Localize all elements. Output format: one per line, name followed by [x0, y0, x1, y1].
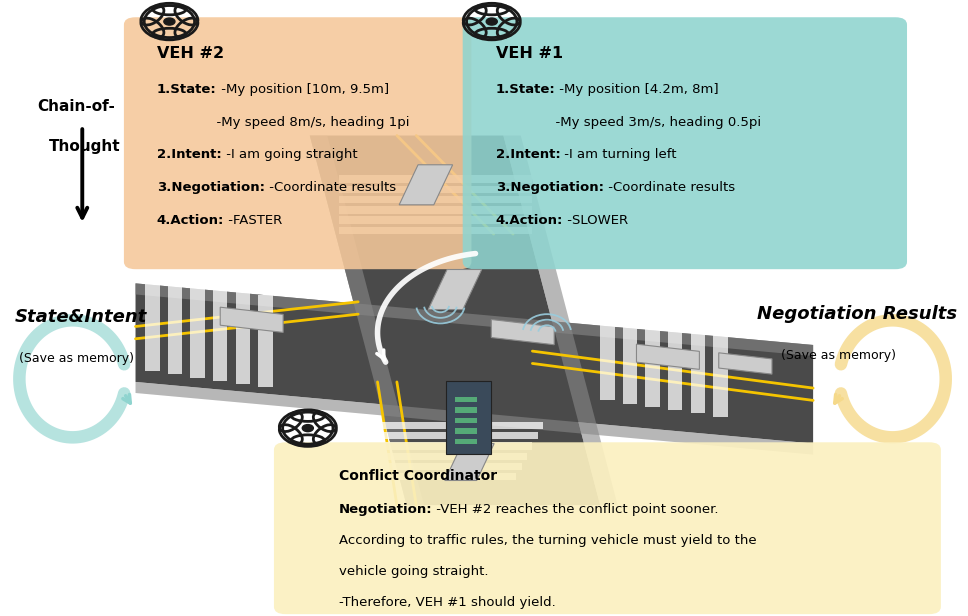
Text: According to traffic rules, the turning vehicle must yield to the: According to traffic rules, the turning … [339, 534, 756, 547]
Polygon shape [668, 318, 682, 410]
Circle shape [164, 18, 175, 25]
FancyBboxPatch shape [446, 381, 491, 454]
Text: Chain-of-: Chain-of- [37, 99, 114, 113]
Polygon shape [310, 136, 424, 505]
Text: State&Intent: State&Intent [15, 308, 147, 326]
Bar [455, 428, 477, 434]
Text: -VEH #2 reaches the conflict point sooner.: -VEH #2 reaches the conflict point soone… [433, 503, 719, 516]
Polygon shape [136, 283, 813, 444]
Text: Conflict Coordinator: Conflict Coordinator [339, 469, 497, 484]
Polygon shape [258, 295, 273, 387]
Circle shape [486, 18, 498, 25]
Text: 2.Intent:: 2.Intent: [157, 148, 222, 161]
Text: -SLOWER: -SLOWER [563, 214, 628, 227]
FancyBboxPatch shape [124, 17, 471, 269]
Polygon shape [191, 285, 205, 378]
Polygon shape [428, 270, 482, 309]
Text: VEH #2: VEH #2 [157, 46, 224, 61]
Polygon shape [136, 283, 813, 356]
Polygon shape [718, 353, 772, 374]
Polygon shape [339, 227, 532, 234]
Text: VEH #1: VEH #1 [496, 46, 562, 61]
Polygon shape [340, 422, 543, 429]
Text: (Save as memory): (Save as memory) [781, 349, 896, 362]
Polygon shape [323, 453, 527, 460]
Polygon shape [136, 382, 813, 455]
Text: 4.Action:: 4.Action: [157, 214, 225, 227]
Polygon shape [646, 314, 660, 407]
Polygon shape [339, 185, 532, 193]
Polygon shape [503, 136, 618, 505]
FancyBboxPatch shape [274, 442, 941, 614]
Bar [455, 439, 477, 444]
Polygon shape [713, 324, 728, 416]
Text: -Coordinate results: -Coordinate results [265, 181, 396, 194]
Polygon shape [167, 282, 182, 375]
Polygon shape [235, 292, 250, 384]
Text: -FASTER: -FASTER [225, 214, 283, 227]
Text: -My speed 3m/s, heading 0.5pi: -My speed 3m/s, heading 0.5pi [496, 116, 761, 129]
Bar [455, 397, 477, 402]
Text: 3.Negotiation:: 3.Negotiation: [496, 181, 604, 194]
Polygon shape [690, 321, 705, 413]
Polygon shape [637, 344, 699, 370]
Text: -I am going straight: -I am going straight [222, 148, 357, 161]
Polygon shape [329, 442, 532, 450]
Text: 2.Intent:: 2.Intent: [496, 148, 560, 161]
Polygon shape [399, 164, 453, 205]
Text: Negotiation Results: Negotiation Results [757, 305, 957, 323]
Text: 1.State:: 1.State: [496, 83, 556, 96]
Polygon shape [313, 473, 516, 480]
Polygon shape [445, 444, 494, 480]
Polygon shape [339, 176, 532, 183]
Polygon shape [213, 288, 227, 381]
Polygon shape [335, 432, 538, 439]
Text: -My speed 8m/s, heading 1pi: -My speed 8m/s, heading 1pi [157, 116, 409, 129]
Text: -My position [4.2m, 8m]: -My position [4.2m, 8m] [556, 83, 719, 96]
Text: 4.Action:: 4.Action: [496, 214, 563, 227]
Text: -Therefore, VEH #1 should yield.: -Therefore, VEH #1 should yield. [339, 596, 556, 609]
Bar [455, 418, 477, 423]
Text: -Coordinate results: -Coordinate results [604, 181, 735, 194]
Text: Thought: Thought [48, 139, 120, 153]
Polygon shape [318, 463, 522, 470]
Text: (Save as memory): (Save as memory) [19, 352, 135, 365]
Text: 1.State:: 1.State: [157, 83, 217, 96]
Text: Negotiation:: Negotiation: [339, 503, 433, 516]
Polygon shape [145, 278, 160, 371]
Bar [455, 407, 477, 413]
Text: -I am turning left: -I am turning left [560, 148, 677, 161]
Polygon shape [221, 307, 283, 333]
Polygon shape [622, 311, 637, 403]
Circle shape [302, 424, 314, 432]
Polygon shape [339, 196, 532, 203]
Polygon shape [339, 206, 532, 214]
FancyBboxPatch shape [463, 17, 907, 269]
Polygon shape [600, 308, 615, 400]
Polygon shape [492, 320, 555, 345]
Polygon shape [358, 234, 532, 382]
Text: vehicle going straight.: vehicle going straight. [339, 565, 488, 578]
Text: 3.Negotiation:: 3.Negotiation: [157, 181, 265, 194]
Polygon shape [339, 216, 532, 224]
Polygon shape [310, 136, 600, 505]
Text: -My position [10m, 9.5m]: -My position [10m, 9.5m] [217, 83, 389, 96]
